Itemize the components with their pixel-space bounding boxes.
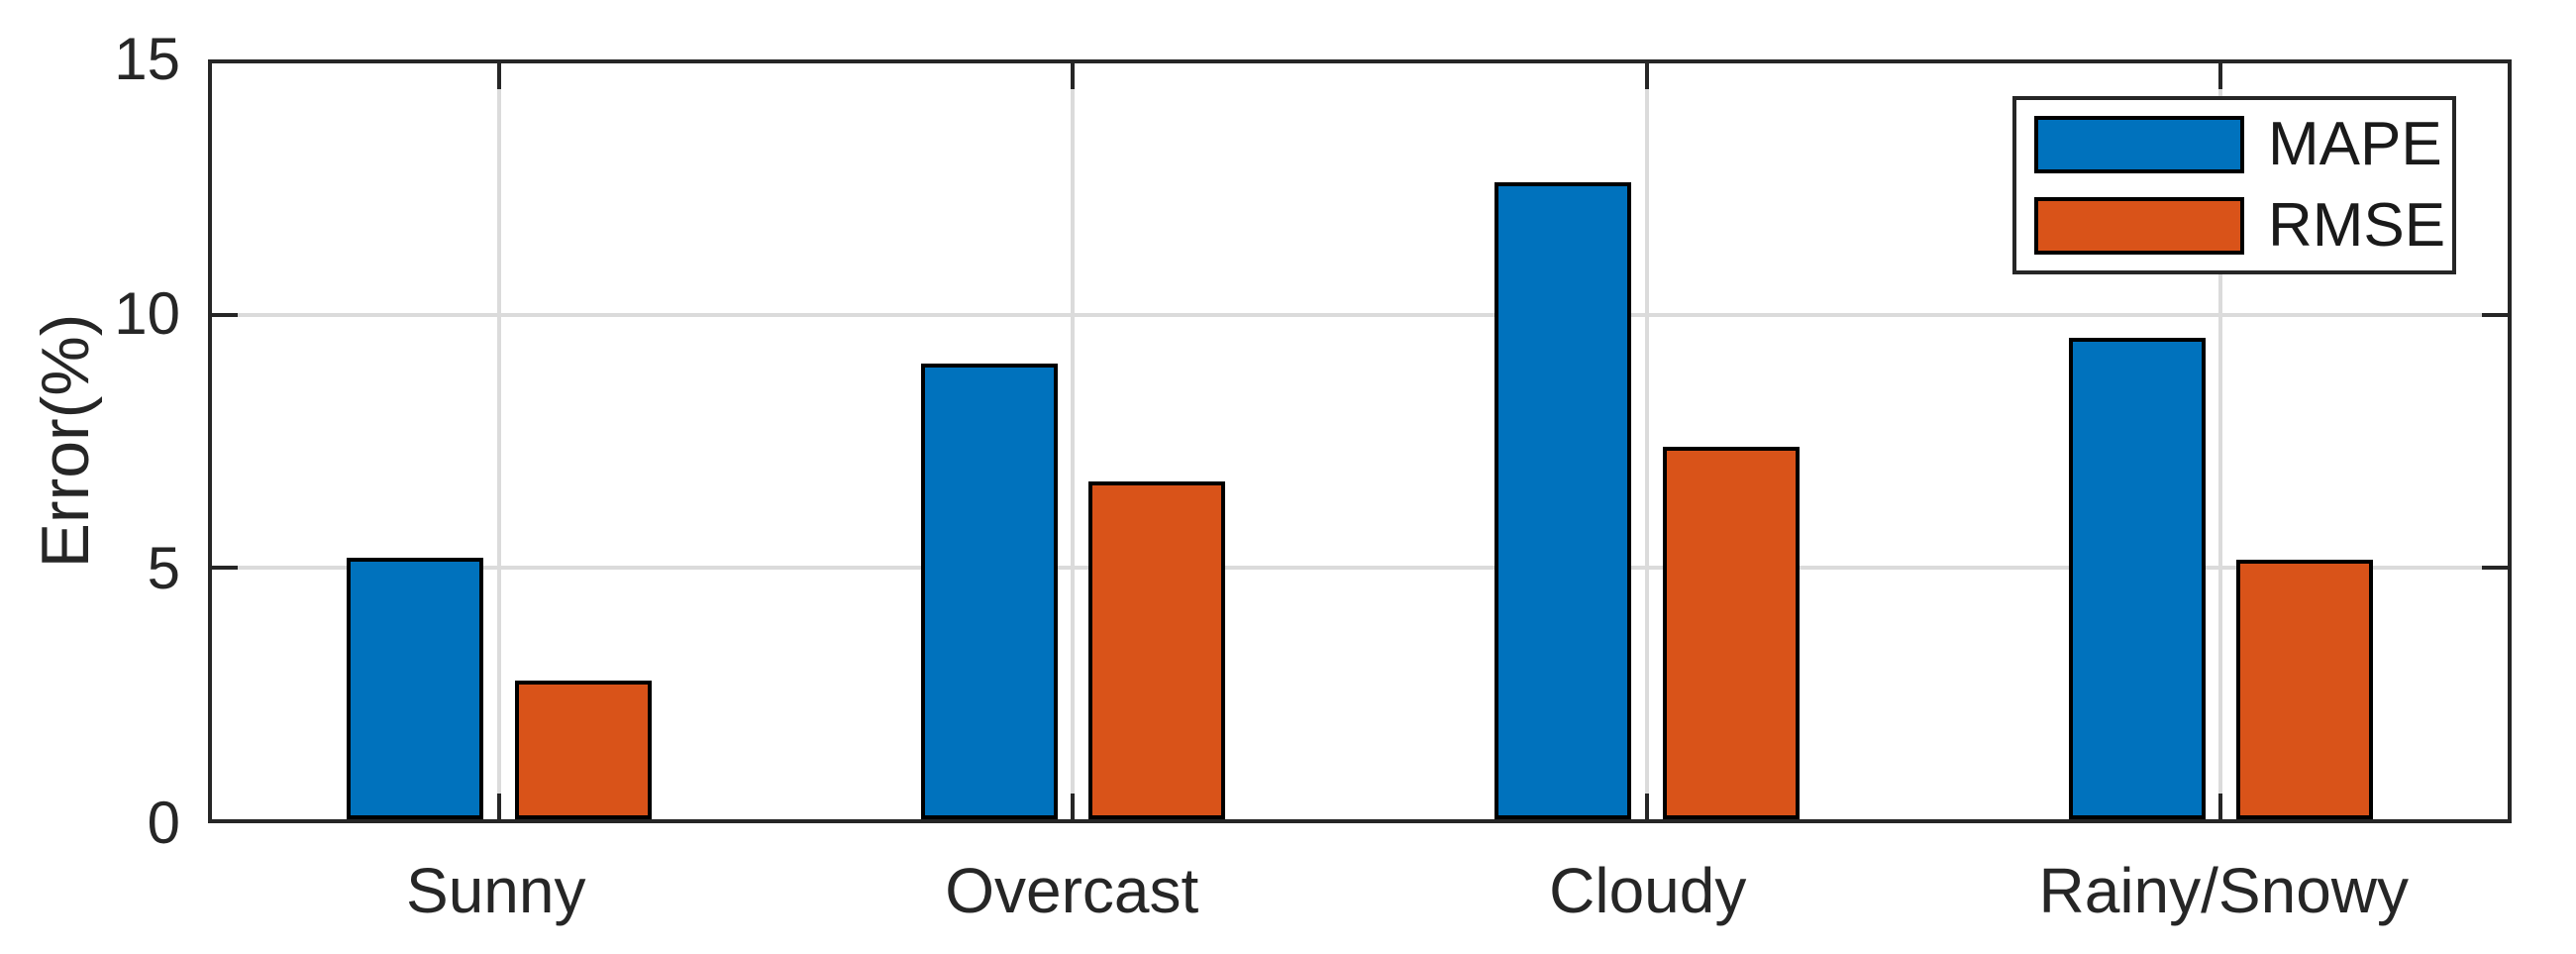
legend-swatch-mape: [2034, 116, 2244, 173]
bar-group: [1934, 63, 2509, 819]
legend-item: MAPE: [2034, 114, 2452, 175]
legend-label: RMSE: [2268, 191, 2446, 260]
y-tick-label: 10: [114, 280, 180, 348]
x-tick-mark-bottom: [1644, 794, 1649, 819]
gridline-horizontal: [212, 313, 2508, 318]
gridline-vertical: [2218, 63, 2223, 819]
x-tick-mark-bottom: [496, 794, 501, 819]
y-tick-label: 0: [147, 790, 180, 856]
x-tick-mark-top: [2218, 63, 2223, 89]
x-tick-label: Rainy/Snowy: [2038, 855, 2410, 926]
x-tick-label: Sunny: [406, 855, 586, 926]
x-tick-mark-top: [1644, 63, 1649, 89]
x-tick-mark-bottom: [2218, 794, 2223, 819]
legend-swatch-rmse: [2034, 197, 2244, 255]
bar-mape: [2068, 338, 2206, 819]
bar-group: [212, 63, 786, 819]
gridline-vertical: [1071, 63, 1076, 819]
bar-rmse: [2236, 560, 2374, 819]
gridline-vertical: [496, 63, 501, 819]
legend-label: MAPE: [2268, 110, 2442, 178]
y-tick-mark-right: [2482, 313, 2508, 318]
gridline-vertical: [1644, 63, 1649, 819]
gridline-horizontal: [212, 565, 2508, 570]
legend-item: RMSE: [2034, 195, 2452, 257]
bar-group: [1360, 63, 1934, 819]
x-tick-label: Cloudy: [1549, 855, 1747, 926]
y-tick-labels: 0 5 10 15: [0, 30, 180, 853]
x-tick-labels: Sunny Overcast Cloudy Rainy/Snowy: [208, 856, 2512, 945]
legend: MAPE RMSE: [2012, 96, 2456, 274]
bar-rmse: [514, 681, 652, 819]
x-tick-mark-bottom: [1071, 794, 1076, 819]
y-tick-label: 15: [114, 26, 180, 92]
y-tick-mark-left: [212, 313, 238, 318]
bar-mape: [1494, 181, 1632, 819]
plot-area: MAPE RMSE: [208, 59, 2512, 823]
bar-group: [786, 63, 1361, 819]
y-tick-mark-right: [2482, 565, 2508, 570]
x-tick-mark-top: [1071, 63, 1076, 89]
bar-rmse: [1088, 481, 1226, 819]
y-tick-label: 5: [147, 535, 180, 602]
bar-mape: [920, 363, 1058, 819]
y-tick-mark-left: [212, 565, 238, 570]
bar-mape: [347, 557, 484, 819]
x-tick-label: Overcast: [945, 855, 1199, 926]
bar-rmse: [1662, 446, 1800, 819]
x-tick-mark-top: [496, 63, 501, 89]
